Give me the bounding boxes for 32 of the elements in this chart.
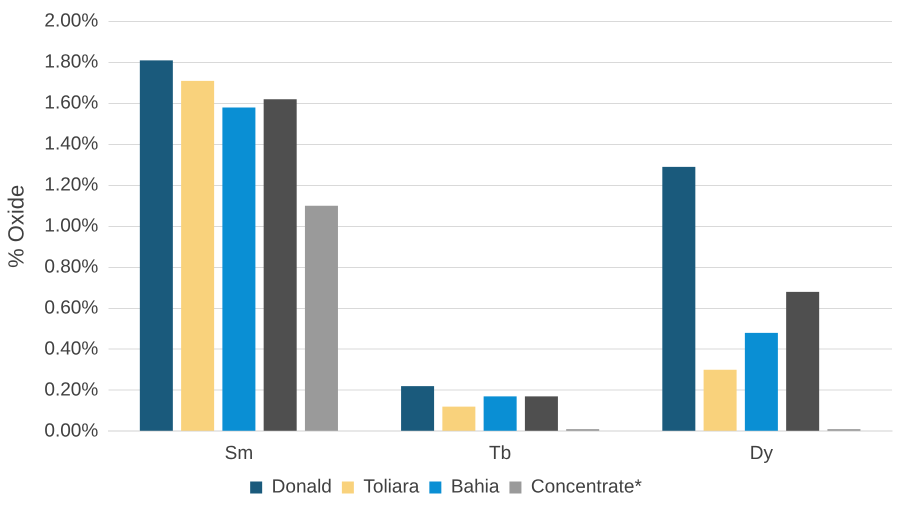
bar	[524, 396, 558, 431]
y-tick-label: 1.60%	[44, 92, 98, 114]
y-tick-label: 0.60%	[44, 297, 98, 318]
bar	[744, 332, 778, 431]
y-tick-label: 1.40%	[44, 134, 98, 155]
x-tick-label: Dy	[750, 442, 774, 464]
bar	[786, 292, 820, 431]
legend-label: Bahia	[450, 476, 500, 498]
y-axis-title: % Oxide	[3, 184, 28, 268]
bar	[484, 396, 517, 431]
legend-label: Donald	[272, 476, 332, 498]
x-tick-label: Sm	[224, 442, 254, 464]
bar	[222, 107, 256, 431]
bar	[442, 406, 476, 431]
bar	[181, 80, 214, 431]
bar	[401, 386, 434, 431]
y-tick-label: 1.00%	[44, 216, 98, 237]
bar	[304, 206, 338, 431]
legend-label: Concentrate*	[530, 476, 642, 498]
legend-label: Toliara	[363, 476, 420, 498]
bar	[704, 370, 737, 431]
y-tick-label: 2.00%	[44, 10, 98, 32]
y-tick-label: 0.40%	[44, 338, 98, 360]
bar	[662, 166, 696, 431]
y-tick-label: 1.20%	[44, 174, 98, 196]
bar	[264, 99, 297, 431]
x-tick-label: Tb	[489, 442, 512, 464]
y-tick-label: 0.00%	[44, 420, 98, 442]
y-tick-label: 0.20%	[44, 379, 98, 400]
y-tick-label: 1.80%	[44, 52, 98, 73]
bar	[140, 60, 173, 431]
y-tick-label: 0.80%	[44, 256, 98, 278]
